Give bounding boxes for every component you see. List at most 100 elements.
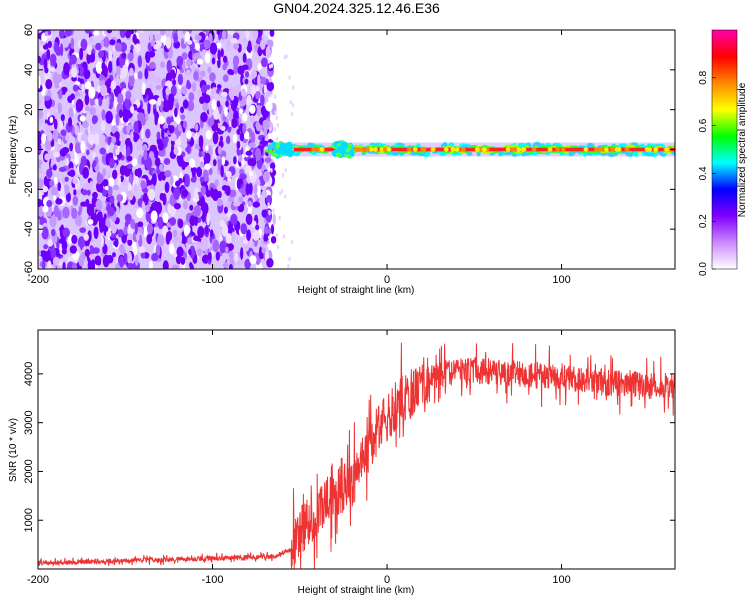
noise-blob xyxy=(190,167,198,173)
noise-blob xyxy=(125,145,131,159)
colorbar-gradient xyxy=(711,29,738,270)
noise-blob xyxy=(217,49,221,61)
noise-blob xyxy=(137,70,143,80)
noise-blob xyxy=(127,251,133,265)
noise-blob xyxy=(236,258,244,266)
noise-blob xyxy=(87,218,94,225)
noise-blob xyxy=(55,198,63,205)
noise-blob xyxy=(221,223,229,237)
spectrogram-y-tick-label: -60 xyxy=(23,261,35,277)
noise-blob xyxy=(44,67,49,74)
snr-y-tick-label: 1000 xyxy=(23,508,35,532)
noise-blob xyxy=(109,39,116,46)
noise-blob xyxy=(186,39,193,45)
noise-blob xyxy=(146,223,153,235)
noise-blob xyxy=(193,192,199,202)
noise-blob xyxy=(210,187,214,198)
noise-blob xyxy=(153,200,158,207)
noise-blob xyxy=(205,145,209,151)
noise-blob xyxy=(237,65,245,75)
noise-blob xyxy=(117,92,124,105)
noise-blob xyxy=(111,136,117,144)
noise-blob xyxy=(41,185,49,193)
noise-blob xyxy=(202,142,207,153)
noise-blob xyxy=(182,99,189,109)
signal-blob xyxy=(349,149,355,157)
noise-blob xyxy=(268,209,271,215)
noise-blob xyxy=(201,236,208,249)
signal-peak xyxy=(382,147,388,152)
noise-blob xyxy=(142,57,147,70)
noise-blob xyxy=(273,127,277,132)
noise-blob xyxy=(91,115,97,125)
noise-blob xyxy=(168,125,175,134)
noise-blob xyxy=(114,237,119,248)
signal-peak xyxy=(653,147,659,152)
noise-blob xyxy=(238,178,244,186)
noise-blob xyxy=(220,91,228,98)
noise-blob xyxy=(130,44,134,51)
noise-blob xyxy=(225,100,229,108)
noise-blob xyxy=(198,135,204,148)
noise-blob xyxy=(64,134,70,141)
noise-blob xyxy=(64,176,69,182)
noise-blob xyxy=(107,206,115,217)
snr-x-axis: -200 -100 0 100 xyxy=(27,330,571,586)
noise-blob xyxy=(242,123,247,134)
signal-peak xyxy=(454,147,460,152)
noise-blob xyxy=(145,204,150,213)
noise-blob xyxy=(214,179,219,188)
noise-blob xyxy=(175,116,181,125)
noise-blob xyxy=(50,66,56,72)
noise-blob xyxy=(181,52,188,60)
noise-blob xyxy=(186,130,192,140)
noise-blob xyxy=(174,107,178,118)
noise-blob xyxy=(184,31,191,43)
noise-blob xyxy=(196,166,203,178)
noise-blob xyxy=(199,176,205,183)
noise-blob xyxy=(84,81,92,90)
noise-blob xyxy=(140,127,145,140)
noise-blob xyxy=(250,131,256,145)
noise-blob xyxy=(200,161,204,168)
noise-blob xyxy=(148,99,157,105)
noise-blob xyxy=(134,183,138,192)
noise-blob xyxy=(151,173,157,186)
noise-blob xyxy=(234,252,239,262)
noise-blob xyxy=(67,256,74,263)
noise-blob xyxy=(59,120,64,130)
noise-blob xyxy=(225,233,232,244)
noise-blob xyxy=(207,66,212,74)
noise-blob xyxy=(157,216,164,230)
noise-blob xyxy=(184,225,191,235)
noise-blob xyxy=(180,106,185,114)
noise-blob xyxy=(116,65,121,77)
noise-blob xyxy=(187,100,195,112)
noise-blob xyxy=(122,64,128,77)
noise-blob xyxy=(267,235,271,240)
noise-blob xyxy=(169,69,176,79)
noise-blob xyxy=(54,73,63,84)
noise-blob xyxy=(159,30,166,36)
signal-blob xyxy=(335,152,342,158)
signal-peak xyxy=(531,147,537,152)
noise-blob xyxy=(138,121,142,132)
noise-blob xyxy=(272,213,276,226)
spectrogram-y-tick-label: -40 xyxy=(23,221,35,237)
noise-blob xyxy=(256,104,261,117)
noise-blob xyxy=(171,264,180,269)
noise-blob xyxy=(44,31,49,37)
noise-blob xyxy=(127,239,133,246)
spectrogram-y-tick-label: 60 xyxy=(23,24,35,36)
noise-blob xyxy=(212,131,219,145)
noise-blob xyxy=(107,137,111,146)
noise-blob xyxy=(156,131,161,140)
noise-blob xyxy=(79,227,87,233)
noise-blob xyxy=(233,156,237,165)
noise-blob xyxy=(58,166,67,173)
noise-blob xyxy=(144,112,149,122)
noise-blob xyxy=(95,61,103,74)
noise-blob xyxy=(148,50,156,58)
noise-blob xyxy=(266,257,274,268)
noise-blob xyxy=(84,30,92,34)
